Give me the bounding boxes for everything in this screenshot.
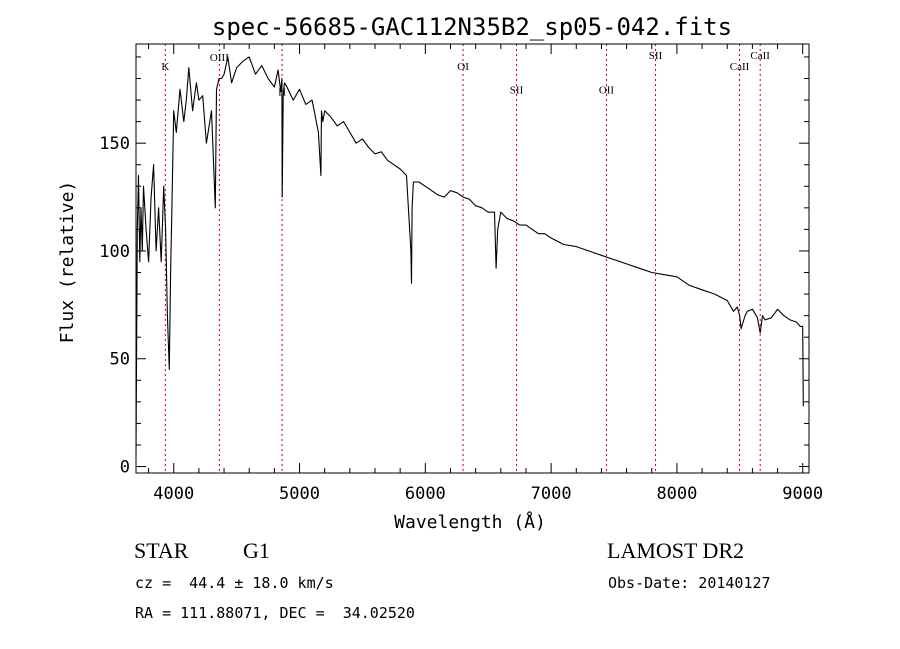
marker-label-1: OIII [210, 52, 229, 64]
spectrum-series-line [135, 56, 804, 456]
x-tick-label-1: 5000 [279, 484, 320, 504]
marker-label-3: OI [457, 61, 469, 73]
y-axis-label: Flux (relative) [57, 181, 78, 344]
marker-label-6: SII [649, 50, 663, 62]
x-tick-label-5: 9000 [782, 484, 823, 504]
y-tick-label-0: 0 [120, 458, 130, 478]
survey-name: LAMOST DR2 [607, 538, 745, 563]
x-tick-label-0: 4000 [153, 484, 194, 504]
y-tick-label-3: 150 [99, 134, 130, 154]
chart-title: spec-56685-GAC112N35B2_sp05-042.fits [212, 13, 732, 41]
marker-label-0: K [161, 61, 169, 73]
y-tick-label-2: 100 [99, 242, 130, 262]
obs-date-text: Obs-Date: 20140127 [608, 574, 771, 592]
x-axis-ticks: 4000 5000 6000 7000 8000 9000 [148, 44, 823, 504]
redshift-text: cz = 44.4 ± 18.0 km/s [135, 574, 334, 592]
coordinates-text: RA = 111.88071, DEC = 34.02520 [135, 604, 415, 622]
y-axis-ticks: 0 50 100 150 [99, 56, 809, 478]
marker-label-7: CaII [730, 61, 750, 73]
x-tick-label-3: 7000 [531, 484, 572, 504]
marker-label-8: CaII [750, 50, 770, 62]
plot-frame [135, 43, 810, 474]
x-tick-label-2: 6000 [405, 484, 446, 504]
object-subclass: G1 [243, 538, 270, 563]
object-class: STAR [134, 538, 189, 563]
x-axis-label: Wavelength (Å) [394, 511, 546, 533]
marker-label-4: SII [510, 85, 524, 97]
y-tick-label-1: 50 [110, 350, 130, 370]
x-tick-label-4: 8000 [656, 484, 697, 504]
marker-label-5: OII [599, 85, 615, 97]
